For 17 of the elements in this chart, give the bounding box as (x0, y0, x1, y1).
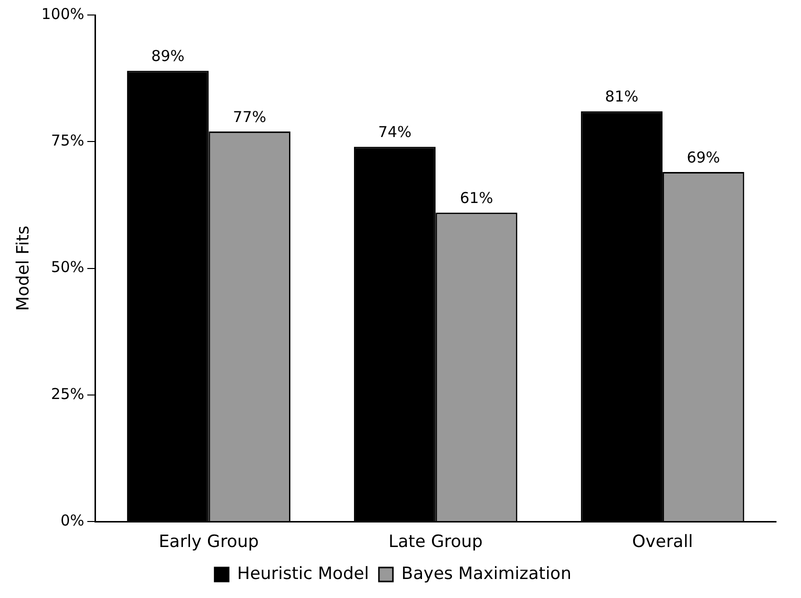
y-tick-label: 25% (50, 384, 84, 403)
data-label: 61% (460, 188, 494, 207)
y-tick-label: 75% (50, 132, 84, 150)
y-tick-label: 100% (41, 4, 84, 23)
y-tick-label: 50% (50, 258, 84, 276)
y-axis-title: Model Fits (14, 226, 34, 311)
legend-label: Bayes Maximization (401, 564, 572, 584)
x-tick-label: Overall (632, 532, 693, 552)
x-tick-label: Early Group (158, 532, 259, 552)
data-label: 77% (232, 108, 266, 126)
y-tick-label: 0% (60, 511, 84, 530)
data-label: 74% (378, 123, 412, 142)
data-label: 81% (605, 88, 638, 106)
legend-label: Heuristic Model (237, 564, 369, 584)
x-tick-label: Late Group (388, 532, 483, 552)
data-label: 69% (686, 148, 720, 166)
data-label: 89% (151, 47, 185, 66)
